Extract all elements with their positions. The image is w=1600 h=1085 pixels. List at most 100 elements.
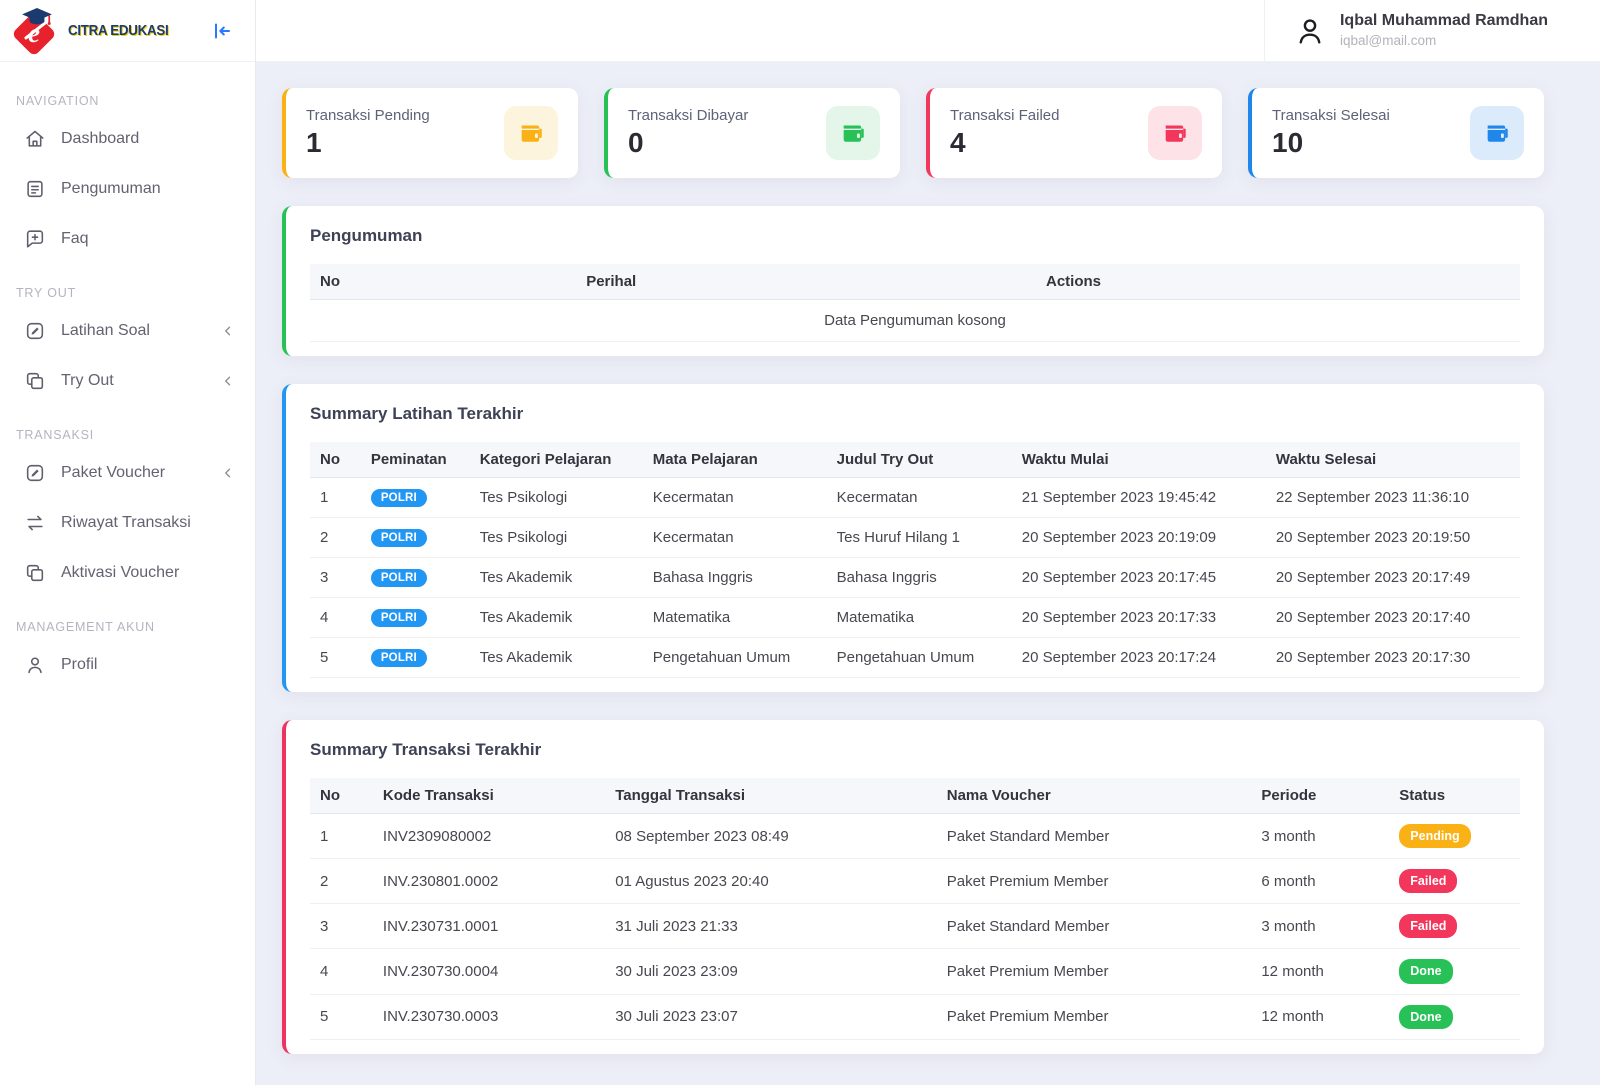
sidebar-item-aktivasi-voucher[interactable]: Aktivasi Voucher	[0, 548, 255, 598]
cell-judul: Tes Huruf Hilang 1	[826, 517, 1012, 558]
cell-selesai: 20 September 2023 20:19:50	[1265, 517, 1520, 558]
user-icon	[24, 654, 46, 676]
status-badge: Pending	[1399, 824, 1471, 849]
status-badge: Failed	[1399, 869, 1458, 894]
cell-no: 4	[310, 948, 373, 995]
user-menu[interactable]: Iqbal Muhammad Ramdhan iqbal@mail.com	[1263, 0, 1600, 61]
brand-logo[interactable]: e CITRA EDUKASI	[11, 6, 177, 57]
person-icon	[1293, 14, 1327, 48]
cell-kode: INV.230801.0002	[372, 858, 606, 905]
status-badge: Failed	[1399, 914, 1458, 939]
cell-mata: Matematika	[642, 597, 827, 638]
column-header: Waktu Selesai	[1265, 442, 1520, 478]
cell-voucher: Paket Standard Member	[936, 903, 1252, 950]
cell-judul: Bahasa Inggris	[826, 557, 1012, 598]
stat-label: Transaksi Pending	[306, 107, 430, 125]
stats-grid: Transaksi Pending 1 Transaksi Dibayar 0	[282, 88, 1544, 178]
stat-value: 4	[950, 127, 966, 159]
nav-section-transaksi: TRANSAKSI	[16, 428, 95, 442]
column-header: No	[310, 264, 577, 300]
cell-mata: Kecermatan	[642, 517, 827, 558]
sidebar-item-label: Faq	[61, 230, 89, 247]
cell-kategori: Tes Psikologi	[469, 517, 643, 558]
cell-kategori: Tes Psikologi	[469, 477, 643, 518]
edit-icon	[24, 320, 46, 342]
user-email: iqbal@mail.com	[1339, 33, 1437, 49]
cell-tanggal: 30 Juli 2023 23:09	[605, 948, 937, 995]
sidebar-item-faq[interactable]: Faq	[0, 214, 255, 264]
cell-mata: Kecermatan	[642, 477, 827, 518]
cell-kategori: Tes Akademik	[469, 557, 643, 598]
table-row: 1 INV2309080002 08 September 2023 08:49 …	[310, 813, 1520, 860]
stat-value: 10	[1272, 127, 1304, 159]
sidebar-item-label: Aktivasi Voucher	[61, 564, 180, 581]
topbar: Iqbal Muhammad Ramdhan iqbal@mail.com	[256, 0, 1600, 62]
sidebar-item-label: Riwayat Transaksi	[61, 514, 191, 531]
cell-mulai: 20 September 2023 20:19:09	[1011, 517, 1266, 558]
wallet-icon	[1148, 106, 1202, 160]
swap-arrows-icon	[24, 512, 46, 534]
peminatan-badge: POLRI	[370, 649, 427, 667]
table-row: 3 INV.230731.0001 31 Juli 2023 21:33 Pak…	[310, 903, 1520, 950]
collapse-sidebar-icon[interactable]	[207, 16, 237, 46]
stat-card-pending: Transaksi Pending 1	[282, 88, 578, 178]
chevron-left-icon	[219, 322, 237, 340]
column-header: Periode	[1251, 778, 1390, 814]
cell-kode: INV2309080002	[372, 813, 606, 860]
cell-mata: Bahasa Inggris	[642, 557, 827, 598]
sidebar-item-profil[interactable]: Profil	[0, 640, 255, 690]
column-header: Mata Pelajaran	[642, 442, 827, 478]
sidebar-item-try-out[interactable]: Try Out	[0, 356, 255, 406]
cell-judul: Matematika	[826, 597, 1012, 638]
sidebar-item-latihan-soal[interactable]: Latihan Soal	[0, 306, 255, 356]
cell-kategori: Tes Akademik	[469, 597, 643, 638]
table-row: 2 INV.230801.0002 01 Agustus 2023 20:40 …	[310, 858, 1520, 905]
brand-name: CITRA EDUKASI	[68, 22, 169, 39]
sidebar-item-label: Latihan Soal	[61, 322, 150, 339]
nav-section-navigation: NAVIGATION	[16, 94, 100, 108]
table-row: 5 POLRI Tes Akademik Pengetahuan Umum Pe…	[310, 637, 1520, 678]
cell-selesai: 20 September 2023 20:17:49	[1265, 557, 1520, 598]
cell-mulai: 21 September 2023 19:45:42	[1011, 477, 1266, 518]
cell-no: 3	[310, 903, 373, 950]
chevron-left-icon	[219, 464, 237, 482]
column-header: No	[310, 778, 373, 814]
summary-latihan-panel: Summary Latihan Terakhir No Peminatan Ka…	[282, 384, 1544, 692]
wallet-icon	[826, 106, 880, 160]
stat-value: 0	[628, 127, 644, 159]
peminatan-badge: POLRI	[370, 489, 427, 507]
copy-icon	[24, 370, 46, 392]
table-row-empty: Data Pengumuman kosong	[310, 299, 1520, 342]
file-text-icon	[24, 178, 46, 200]
sidebar-item-riwayat-transaksi[interactable]: Riwayat Transaksi	[0, 498, 255, 548]
cell-kode: INV.230730.0003	[372, 994, 606, 1040]
pengumuman-panel: Pengumuman No Perihal Actions Data Pengu…	[282, 206, 1544, 356]
peminatan-badge: POLRI	[370, 569, 427, 587]
column-header: Kode Transaksi	[372, 778, 606, 814]
edit-icon	[24, 462, 46, 484]
nav-section-try-out: TRY OUT	[16, 286, 77, 300]
sidebar-item-dashboard[interactable]: Dashboard	[0, 114, 255, 164]
status-badge: Done	[1399, 1004, 1453, 1029]
cell-voucher: Paket Premium Member	[936, 858, 1252, 905]
citra-edukasi-logo-icon: e	[11, 6, 60, 57]
cell-no: 2	[310, 517, 361, 558]
column-header: Nama Voucher	[936, 778, 1252, 814]
cell-judul: Kecermatan	[826, 477, 1012, 518]
cell-kode: INV.230730.0004	[372, 948, 606, 995]
cell-periode: 12 month	[1251, 994, 1390, 1040]
cell-tanggal: 30 Juli 2023 23:07	[605, 994, 937, 1040]
sidebar-item-pengumuman[interactable]: Pengumuman	[0, 164, 255, 214]
column-header: Perihal	[576, 264, 1036, 300]
cell-no: 4	[310, 597, 361, 638]
sidebar-item-paket-voucher[interactable]: Paket Voucher	[0, 448, 255, 498]
cell-mulai: 20 September 2023 20:17:45	[1011, 557, 1266, 598]
sidebar-nav: NAVIGATION Dashboard Pengumuman Faq TRY …	[0, 62, 255, 710]
column-header: Tanggal Transaksi	[605, 778, 937, 814]
dashboard-content: Transaksi Pending 1 Transaksi Dibayar 0	[256, 62, 1600, 1085]
table-row: 4 POLRI Tes Akademik Matematika Matemati…	[310, 597, 1520, 638]
table-row: 5 INV.230730.0003 30 Juli 2023 23:07 Pak…	[310, 994, 1520, 1040]
peminatan-badge: POLRI	[370, 529, 427, 547]
cell-kategori: Tes Akademik	[469, 637, 643, 678]
